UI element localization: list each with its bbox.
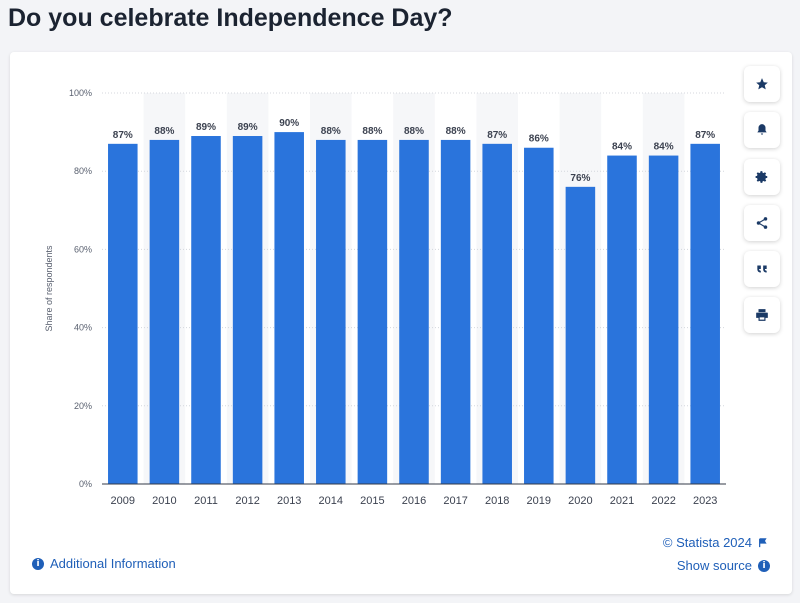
x-tick-label: 2021 (610, 495, 634, 507)
star-icon (756, 78, 768, 90)
y-tick-label: 100% (69, 88, 92, 98)
bar-value-label: 76% (570, 173, 590, 184)
bar (316, 139, 346, 485)
bar (149, 139, 180, 485)
bar (565, 186, 596, 484)
bar (108, 143, 138, 484)
bar-value-label: 87% (113, 130, 133, 141)
bar-value-label: 88% (404, 126, 424, 137)
bar (440, 139, 471, 485)
x-tick-label: 2012 (235, 495, 259, 507)
y-axis-label: Share of respondents (44, 245, 54, 332)
bar (607, 155, 637, 484)
copyright-notice: © Statista 2024 (663, 535, 768, 550)
bar (524, 147, 554, 484)
bar (648, 155, 679, 484)
bar-value-label: 84% (654, 142, 674, 153)
additional-information-link[interactable]: i Additional Information (32, 556, 176, 571)
settings-button[interactable] (744, 159, 780, 195)
bar (399, 139, 429, 485)
bar-value-label: 86% (529, 134, 549, 145)
show-source-label: Show source (676, 558, 752, 573)
bar-value-label: 88% (446, 126, 466, 137)
bar-value-label: 89% (196, 122, 216, 133)
x-tick-label: 2023 (693, 495, 717, 507)
x-tick-label: 2020 (568, 495, 592, 507)
quote-icon (757, 265, 767, 273)
bar-value-label: 88% (154, 126, 174, 137)
bar (191, 136, 221, 484)
copyright-label: © Statista 2024 (662, 535, 752, 550)
info-icon: i (32, 557, 44, 570)
info-icon: i (758, 559, 770, 572)
x-tick-label: 2022 (651, 495, 675, 507)
flag-icon[interactable] (758, 537, 768, 548)
bar-value-label: 84% (612, 142, 632, 153)
print-button[interactable] (744, 297, 780, 333)
cite-button[interactable] (744, 251, 780, 287)
x-tick-label: 2010 (152, 495, 176, 507)
bar-value-label: 88% (321, 126, 341, 137)
bar (690, 143, 720, 484)
y-tick-label: 60% (74, 244, 92, 254)
bar (482, 143, 512, 484)
bell-icon (757, 124, 767, 135)
bar-value-label: 88% (362, 126, 382, 137)
bar-value-label: 90% (279, 118, 299, 129)
bar-value-label: 87% (695, 130, 715, 141)
chart-card: 0% 20% 40% 60% 80% 100% Share of respondents 87… (10, 52, 792, 594)
show-source-link[interactable]: Show source i (677, 558, 770, 573)
y-tick-label: 20% (74, 401, 92, 411)
x-tick-label: 2019 (527, 495, 551, 507)
print-icon (756, 309, 768, 321)
share-button[interactable] (744, 205, 780, 241)
bar (232, 136, 263, 484)
x-tick-label: 2013 (277, 495, 301, 507)
x-tick-label: 2014 (319, 495, 343, 507)
x-tick-label: 2009 (111, 495, 135, 507)
y-tick-label: 40% (74, 323, 92, 333)
y-tick-label: 80% (74, 166, 92, 176)
y-tick-label: 0% (79, 479, 92, 489)
x-tick-label: 2017 (443, 495, 467, 507)
bar (357, 139, 388, 485)
favorite-button[interactable] (744, 66, 780, 102)
share-icon (756, 217, 768, 229)
bar-value-label: 89% (238, 122, 258, 133)
page-title: Do you celebrate Independence Day? (8, 4, 453, 32)
bar (274, 132, 304, 484)
x-tick-label: 2011 (194, 495, 218, 507)
x-tick-label: 2018 (485, 495, 509, 507)
x-tick-label: 2016 (402, 495, 426, 507)
alert-button[interactable] (744, 112, 780, 148)
gear-icon (755, 171, 768, 183)
x-tick-label: 2015 (360, 495, 384, 507)
bar-chart: 0% 20% 40% 60% 80% 100% Share of respondents 87… (44, 88, 726, 507)
additional-information-label: Additional Information (50, 556, 176, 571)
bar-value-label: 87% (487, 130, 507, 141)
